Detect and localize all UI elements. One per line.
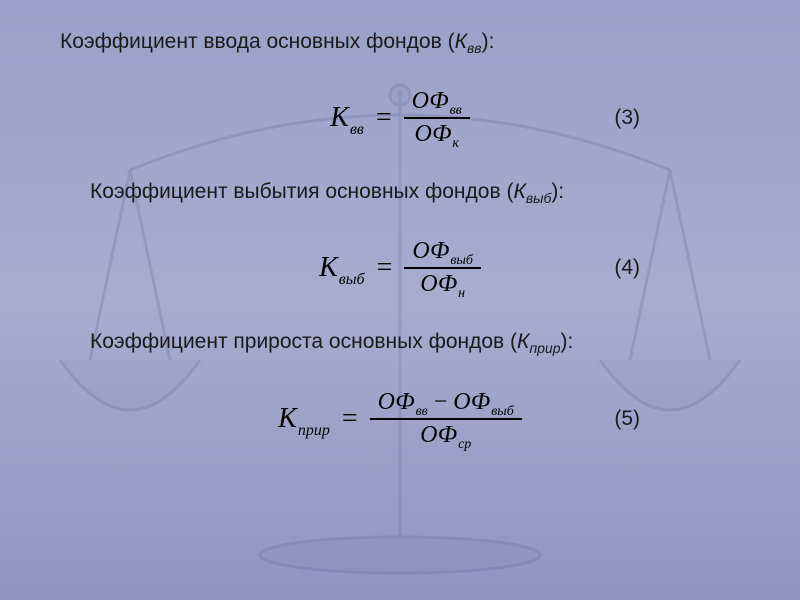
formula-1: Kвв = ОФвв ОФк	[330, 86, 469, 150]
f1-num-sub: вв	[450, 103, 462, 119]
equation-number-1: (3)	[614, 106, 640, 130]
heading-1-coef: К	[455, 30, 467, 53]
equation-number-2: (4)	[614, 256, 640, 280]
heading-1-suffix: ):	[482, 30, 495, 53]
minus-sign: −	[434, 389, 448, 416]
formula-row-3: Kприр = ОФвв − ОФвыб ОФср (5)	[60, 387, 740, 451]
heading-3-coef: К	[517, 330, 529, 353]
equals-sign: =	[376, 102, 392, 134]
f3-den-sub: ср	[458, 437, 471, 453]
heading-2-coef: К	[513, 180, 525, 203]
equals-sign: =	[342, 403, 358, 435]
equation-number-3: (5)	[614, 407, 640, 431]
equals-sign: =	[377, 252, 393, 284]
f3-lhs: K	[278, 403, 297, 435]
formula-row-1: Kвв = ОФвв ОФк (3)	[60, 86, 740, 150]
heading-2-suffix: ):	[551, 180, 564, 203]
f3-num-a: ОФ	[378, 389, 415, 416]
f2-den-sub: н	[458, 286, 465, 302]
f2-den: ОФ	[420, 271, 457, 298]
f3-num-b-sub: выб	[491, 404, 514, 420]
f2-num-sub: выб	[450, 253, 473, 269]
heading-1-coef-sub: вв	[467, 40, 482, 56]
f2-lhs-sub: выб	[339, 271, 365, 289]
f2-num: ОФ	[412, 238, 449, 265]
f3-num-a-sub: вв	[416, 404, 428, 420]
heading-3-suffix: ):	[561, 330, 574, 353]
formula-2: Kвыб = ОФвыб ОФн	[319, 236, 481, 300]
heading-2: Коэффициент выбытия основных фондов (Квы…	[90, 180, 740, 206]
heading-2-coef-sub: выб	[526, 190, 551, 206]
f3-den: ОФ	[420, 422, 457, 449]
f2-lhs: K	[319, 252, 338, 284]
formula-3: Kприр = ОФвв − ОФвыб ОФср	[278, 387, 522, 451]
heading-3-coef-sub: прир	[529, 341, 560, 357]
f1-den-sub: к	[452, 136, 459, 152]
slide-content: Коэффициент ввода основных фондов (Квв):…	[0, 0, 800, 511]
heading-2-prefix: Коэффициент выбытия основных фондов (	[90, 180, 513, 203]
heading-1-prefix: Коэффициент ввода основных фондов (	[60, 30, 455, 53]
f1-den: ОФ	[414, 121, 451, 148]
f3-num-b: ОФ	[453, 389, 490, 416]
formula-row-2: Kвыб = ОФвыб ОФн (4)	[60, 236, 740, 300]
f1-lhs: K	[330, 102, 349, 134]
heading-3: Коэффициент прироста основных фондов (Кп…	[90, 330, 740, 356]
f3-lhs-sub: прир	[298, 422, 330, 440]
heading-1: Коэффициент ввода основных фондов (Квв):	[60, 30, 740, 56]
f1-num: ОФ	[412, 88, 449, 115]
f1-lhs-sub: вв	[350, 121, 364, 139]
heading-3-prefix: Коэффициент прироста основных фондов (	[90, 330, 517, 353]
